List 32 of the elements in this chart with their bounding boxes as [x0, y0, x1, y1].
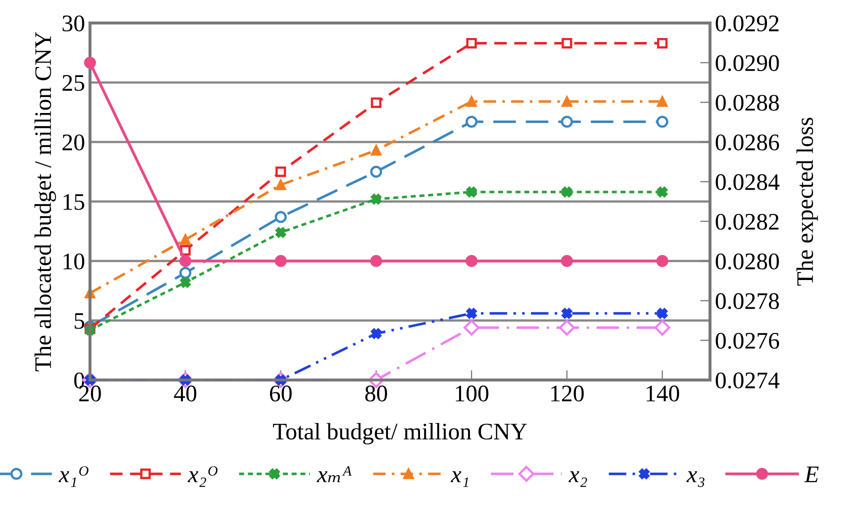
- x-tick-label: 60: [270, 386, 292, 402]
- y-axis-title: The allocated budget / million CNY: [34, 32, 56, 372]
- y-tick-label: 25: [62, 75, 84, 91]
- legend-label: xₘᴬ: [316, 466, 352, 482]
- y2-tick-label: 0.0284: [716, 174, 780, 190]
- legend-label: x₂ᴼ: [188, 466, 218, 487]
- y2-tick-label: 0.0274: [716, 372, 780, 389]
- y2-tick-label: 0.0278: [716, 293, 779, 310]
- y-tick-label: 10: [64, 253, 84, 270]
- y2-tick-label: 0.0290: [716, 55, 779, 72]
- y2-tick-label: 0.0280: [716, 253, 779, 270]
- y2-tick-label: 0.0276: [716, 332, 780, 349]
- legend-label: x₂: [568, 471, 587, 487]
- y2-tick-label: 0.0288: [716, 94, 779, 111]
- legend-label: x₁: [450, 471, 468, 487]
- y-tick-label: 20: [62, 134, 84, 150]
- x-tick-label: 40: [174, 386, 196, 402]
- legend-label: x₃: [686, 471, 704, 487]
- x-tick-label: 120: [551, 386, 584, 402]
- y2-tick-label: 0.0292: [716, 15, 778, 32]
- y-tick-label: 30: [62, 15, 84, 32]
- x-tick-label: 80: [365, 386, 388, 402]
- x-axis-title: Total budget/ million CNY: [273, 422, 527, 444]
- x-tick-label: 140: [646, 386, 680, 402]
- y-tick-label: 5: [74, 313, 84, 329]
- y-tick-label: 15: [64, 194, 84, 210]
- y2-axis-title: The expected loss: [796, 118, 818, 286]
- x-tick-label: 100: [456, 386, 488, 402]
- legend-label: x₁ᴼ: [58, 466, 88, 487]
- y2-tick-label: 0.0282: [716, 214, 778, 230]
- y2-tick-label: 0.0286: [716, 134, 780, 151]
- legend-label: E: [804, 466, 819, 482]
